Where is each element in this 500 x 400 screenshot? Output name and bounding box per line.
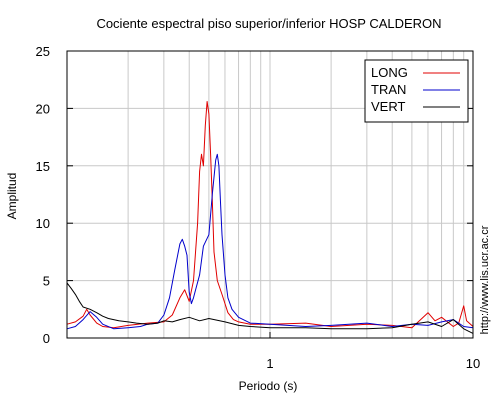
legend-box (364, 59, 469, 123)
series-line-vert (66, 282, 474, 334)
y-tick-label: 5 (43, 274, 50, 289)
x-axis-label: Periodo (s) (239, 379, 298, 393)
y-tick-label: 15 (36, 159, 50, 174)
series-line-tran (66, 153, 474, 330)
y-axis-label: Amplitud (5, 173, 19, 220)
y-tick-label: 20 (36, 101, 50, 116)
y-tick-label: 25 (36, 44, 50, 59)
y-tick-label: 10 (36, 216, 50, 231)
series-layer (66, 101, 474, 334)
series-line-long (66, 101, 474, 329)
legend-label-long: LONG (371, 65, 408, 80)
legend: LONG TRAN VERT (364, 59, 469, 123)
y-tick-label: 0 (43, 331, 50, 346)
x-tick-label: 1 (266, 356, 273, 371)
legend-label-tran: TRAN (371, 82, 406, 97)
legend-label-vert: VERT (371, 99, 405, 114)
watermark-url: http://www.lis.ucr.ac.cr (479, 225, 491, 334)
x-tick-label: 10 (466, 356, 480, 371)
axis-ticks: 0 5 10 15 20 25 1 10 (36, 44, 481, 371)
chart-title: Cociente espectral piso superior/inferio… (96, 16, 441, 31)
